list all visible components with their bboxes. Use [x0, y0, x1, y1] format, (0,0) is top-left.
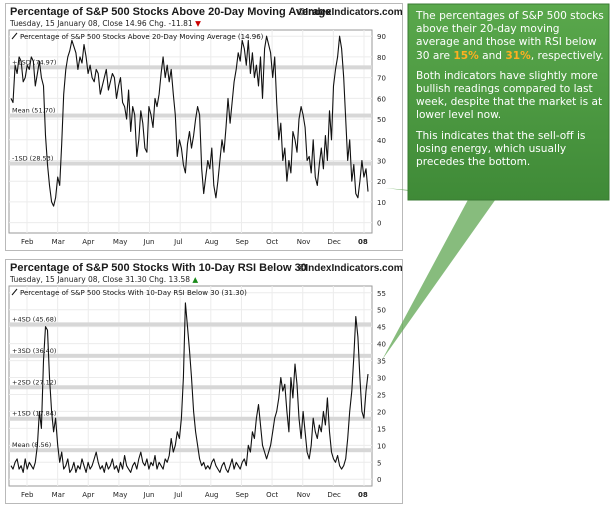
callout-paragraph-3: This indicates that the sell-off is losi…	[416, 129, 586, 169]
chart1-x-tick-label: May	[113, 238, 127, 246]
chart2-sd-band-label: +2SD (27.12)	[12, 378, 56, 386]
chart2-x-tick-label: Jul	[173, 491, 183, 499]
chart2-sd-band-label: +3SD (36.40)	[12, 347, 56, 355]
chart1-x-tick-label: 08	[358, 238, 368, 246]
chart2-y-tick-label: 35	[377, 358, 386, 366]
chart1-y-tick-label: 70	[377, 75, 386, 83]
chart2-y-tick-label: 30	[377, 375, 386, 383]
chart2-legend-swatch	[11, 288, 18, 296]
callout-p1-mid: and	[478, 49, 506, 62]
chart1-plot: 0 10 20 30 40 50 60 70 80 90 Feb Mar Apr May Jun Jul Aug…	[8, 29, 386, 246]
chart1-sd-band	[9, 113, 372, 118]
callout-value-ma: 15%	[453, 49, 479, 62]
chart1-y-tick-label: 10	[377, 199, 386, 207]
callout-paragraph-2: Both indicators have slightly more bulli…	[416, 69, 603, 122]
chart1-y-tick-label: 50	[377, 116, 386, 124]
chart2-y-tick-label: 55	[377, 290, 386, 298]
chart1-panel: Percentage of S&P 500 Stocks Above 20-Da…	[5, 3, 403, 251]
chart2-sd-band	[9, 448, 372, 453]
chart2-x-tick-label: 08	[358, 491, 368, 499]
chart2-subtitle: Tuesday, 15 January 08, Close 31.30 Chg.…	[10, 275, 198, 284]
callout-paragraph-1: The percentages of S&P 500 stocks above …	[416, 10, 606, 63]
callout-text: The percentages of S&P 500 stocks above …	[416, 10, 606, 176]
chart2-y-tick-label: 5	[377, 459, 381, 467]
chart2-x-tick-label: Nov	[297, 491, 311, 499]
chart1-legend-label: Percentage of S&P 500 Stocks Above 20-Da…	[20, 33, 264, 41]
chart2-x-tick-label: Dec	[327, 491, 341, 499]
chart2-x-tick-label: Feb	[21, 491, 34, 499]
chart1-subtitle-text: Tuesday, 15 January 08, Close 14.96 Chg.…	[10, 19, 193, 28]
chart1-x-tick-label: Aug	[205, 238, 219, 246]
chart2-x-tick-label: Oct	[266, 491, 278, 499]
chart1-y-tick-label: 40	[377, 137, 386, 145]
chart2-title: Percentage of S&P 500 Stocks With 10-Day…	[10, 262, 307, 274]
chart2-panel: Percentage of S&P 500 Stocks With 10-Day…	[5, 259, 403, 504]
chart2-x-tick-label: May	[113, 491, 127, 499]
chart1-x-tick-label: Jun	[143, 238, 155, 246]
chart2-x-tick-label: Jun	[143, 491, 155, 499]
chart1-x-tick-label: Sep	[235, 238, 249, 246]
callout-value-rsi: 31%	[505, 49, 531, 62]
callout-p1-start: The percentages of S&P 500 stocks above …	[416, 10, 604, 62]
chart1-x-tick-label: Feb	[21, 238, 34, 246]
chart1-y-tick-label: 0	[377, 220, 381, 228]
chart2-sd-band-label: +1SD (17.84)	[12, 410, 56, 418]
chart2-x-tick-label: Apr	[82, 491, 94, 499]
chart2-sd-band-label: Mean (8.56)	[12, 441, 51, 449]
chart2-sd-band-label: +4SD (45.68)	[12, 315, 56, 323]
chart2-sd-band	[9, 353, 372, 358]
chart1-y-tick-label: 80	[377, 54, 386, 62]
chart2-y-tick-label: 10	[377, 442, 386, 450]
chart1-sd-band-label: Mean (51.70)	[12, 107, 55, 115]
chart2-sd-band	[9, 416, 372, 421]
callout-p1-end: , respectively.	[530, 49, 604, 62]
chart1-series-line	[10, 35, 369, 207]
chart1-legend-swatch	[11, 32, 18, 40]
chart1-y-tick-label: 30	[377, 158, 386, 166]
chart1-y-tick-label: 20	[377, 178, 386, 186]
chart1-x-tick-label: Nov	[297, 238, 311, 246]
chart2-y-tick-label: 15	[377, 425, 386, 433]
chart2-x-tick-label: Mar	[52, 491, 65, 499]
chart2-subtitle-text: Tuesday, 15 January 08, Close 31.30 Chg.…	[10, 275, 190, 284]
chart2-y-tick-label: 45	[377, 324, 386, 332]
chart2-brand: ©IndexIndicators.com	[298, 263, 403, 274]
chart1-x-tick-label: Jul	[173, 238, 183, 246]
chart2-change-arrow-icon: ▲	[192, 275, 199, 284]
chart1-y-tick-label: 60	[377, 95, 386, 103]
chart2-y-tick-label: 50	[377, 307, 386, 315]
chart1-sd-band-label: +1SD (74.97)	[12, 58, 56, 66]
chart2-series-line	[10, 302, 369, 473]
chart2-y-tick-label: 25	[377, 391, 386, 399]
chart1-title: Percentage of S&P 500 Stocks Above 20-Da…	[10, 6, 332, 18]
chart1-x-tick-label: Oct	[266, 238, 278, 246]
chart2-sd-band	[9, 322, 372, 327]
chart2-y-tick-label: 40	[377, 341, 386, 349]
chart1-sd-band	[9, 65, 372, 70]
chart1-brand: ©IndexIndicators.com	[298, 7, 403, 18]
chart2-x-tick-label: Sep	[235, 491, 249, 499]
chart2-sd-band	[9, 385, 372, 390]
chart1-change-arrow-icon: ▼	[195, 19, 201, 28]
chart2-legend-label: Percentage of S&P 500 Stocks With 10-Day…	[20, 289, 247, 297]
chart1-subtitle: Tuesday, 15 January 08, Close 14.96 Chg.…	[10, 19, 201, 28]
chart1-sd-band	[9, 161, 372, 166]
chart1-sd-band-label: -1SD (28.53)	[12, 155, 53, 163]
chart1-x-tick-label: Apr	[82, 238, 94, 246]
chart1-y-tick-label: 90	[377, 33, 386, 41]
chart1-x-tick-label: Mar	[52, 238, 65, 246]
chart2-y-tick-label: 0	[377, 476, 381, 484]
chart1-plot-frame	[8, 29, 373, 234]
chart2-x-tick-label: Aug	[205, 491, 219, 499]
chart2-y-tick-label: 20	[377, 408, 386, 416]
chart1-x-tick-label: Dec	[327, 238, 341, 246]
chart2-plot: 0 5 10 15 20 25 30 35 40 45 50 55 Feb Mar Apr May Jun Jul…	[8, 285, 386, 499]
